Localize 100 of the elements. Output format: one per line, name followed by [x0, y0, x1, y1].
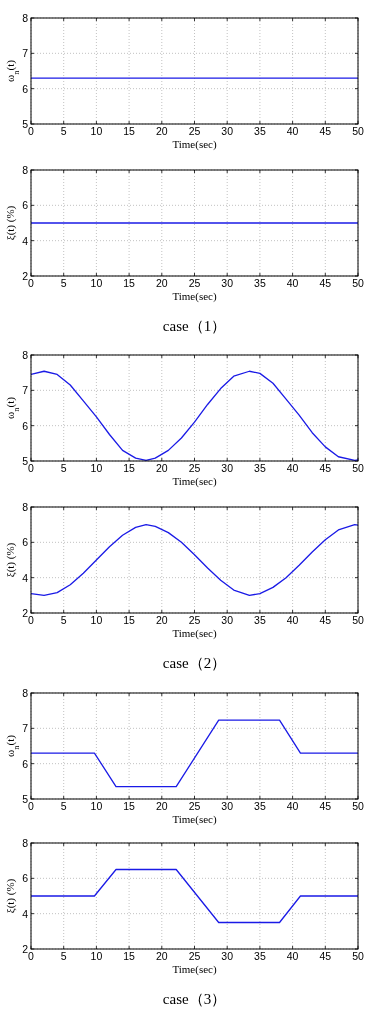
x-tick-label: 0 [28, 950, 35, 962]
x-tick-label: 45 [319, 462, 332, 474]
x-tick-label: 10 [90, 950, 103, 962]
y-tick-label: 8 [22, 501, 29, 513]
x-axis-title: Time(sec) [172, 627, 217, 640]
y-tick-label: 8 [22, 687, 29, 699]
x-tick-label: 45 [319, 125, 332, 137]
x-tick-label: 50 [352, 277, 364, 289]
x-tick-label: 35 [254, 950, 266, 962]
x-tick-label: 35 [254, 277, 266, 289]
x-axis-title: Time(sec) [172, 138, 217, 151]
x-tick-label: 35 [254, 462, 266, 474]
x-axis-title: Time(sec) [172, 475, 217, 488]
x-tick-label: 30 [221, 125, 234, 137]
x-tick-label: 0 [28, 614, 35, 626]
x-tick-label: 50 [352, 614, 364, 626]
x-tick-label: 45 [319, 950, 332, 962]
x-tick-label: 50 [352, 800, 364, 812]
y-tick-label: 2 [22, 943, 29, 955]
text: case（2） [162, 655, 227, 671]
x-tick-label: 5 [60, 614, 67, 626]
y-tick-label: 6 [22, 82, 29, 95]
y-tick-label: 2 [22, 607, 29, 619]
y-tick-label: 8 [22, 349, 29, 361]
y-tick-label: 4 [22, 234, 29, 247]
x-tick-label: 5 [60, 125, 67, 137]
x-tick-label: 50 [352, 950, 364, 962]
x-tick-label: 50 [352, 125, 364, 137]
x-tick-label: 25 [188, 614, 201, 626]
x-tick-label: 10 [90, 125, 103, 137]
y-tick-label: 7 [22, 384, 29, 397]
x-tick-label: 15 [123, 800, 136, 812]
y-tick-label: 8 [22, 164, 29, 176]
x-tick-label: 20 [155, 800, 168, 812]
x-tick-label: 40 [286, 800, 299, 812]
x-tick-label: 25 [188, 277, 201, 289]
x-tick-label: 25 [188, 950, 201, 962]
x-tick-label: 10 [90, 800, 103, 812]
y-axis-title: ξ(t) (%) [4, 542, 17, 578]
x-tick-label: 45 [319, 277, 332, 289]
y-tick-label: 8 [22, 12, 29, 24]
x-tick-label: 20 [155, 277, 168, 289]
x-tick-label: 5 [60, 800, 67, 812]
x-tick-label: 40 [286, 277, 299, 289]
x-tick-label: 0 [28, 277, 35, 289]
x-tick-label: 40 [286, 614, 299, 626]
y-tick-label: 4 [22, 907, 29, 920]
x-tick-label: 5 [60, 277, 67, 289]
y-tick-label: 6 [22, 536, 29, 549]
x-tick-label: 45 [319, 800, 332, 812]
x-axis-title: Time(sec) [172, 813, 217, 826]
y-axis-title: ξ(t) (%) [4, 878, 17, 914]
x-tick-label: 30 [221, 614, 234, 626]
x-tick-label: 20 [155, 462, 168, 474]
x-tick-label: 40 [286, 462, 299, 474]
x-tick-label: 25 [188, 125, 201, 137]
x-tick-label: 30 [221, 950, 234, 962]
x-tick-label: 10 [90, 277, 103, 289]
x-tick-label: 15 [123, 950, 136, 962]
y-tick-label: 6 [22, 419, 29, 432]
y-tick-label: 7 [22, 722, 29, 735]
x-axis-title: Time(sec) [172, 963, 217, 976]
x-tick-label: 15 [123, 125, 136, 137]
x-tick-label: 30 [221, 462, 234, 474]
x-tick-label: 20 [155, 950, 168, 962]
y-tick-label: 7 [22, 47, 29, 60]
x-tick-label: 15 [123, 462, 136, 474]
x-tick-label: 30 [221, 277, 234, 289]
x-tick-label: 45 [319, 614, 332, 626]
x-tick-label: 40 [286, 125, 299, 137]
x-tick-label: 40 [286, 950, 299, 962]
y-tick-label: 2 [22, 270, 29, 282]
x-tick-label: 15 [123, 277, 136, 289]
x-tick-label: 10 [90, 462, 103, 474]
x-tick-label: 35 [254, 614, 266, 626]
line-series [31, 524, 358, 596]
x-tick-label: 25 [188, 462, 201, 474]
x-tick-label: 50 [352, 462, 364, 474]
x-tick-label: 5 [60, 950, 67, 962]
x-tick-label: 0 [28, 800, 35, 812]
text: case（3） [162, 991, 227, 1007]
x-axis-title: Time(sec) [172, 290, 217, 303]
y-tick-label: 6 [22, 872, 29, 885]
y-tick-label: 6 [22, 199, 29, 212]
text: case（1） [162, 318, 227, 334]
x-tick-label: 35 [254, 800, 266, 812]
x-tick-label: 25 [188, 800, 201, 812]
x-tick-label: 30 [221, 800, 234, 812]
y-axis-title: ξ(t) (%) [4, 205, 17, 241]
x-tick-label: 15 [123, 614, 136, 626]
x-tick-label: 20 [155, 614, 168, 626]
y-tick-label: 8 [22, 837, 29, 849]
x-tick-label: 35 [254, 125, 266, 137]
y-tick-label: 4 [22, 571, 29, 584]
x-tick-label: 5 [60, 462, 67, 474]
x-tick-label: 10 [90, 614, 103, 626]
x-tick-label: 0 [28, 125, 35, 137]
x-tick-label: 20 [155, 125, 168, 137]
y-tick-label: 6 [22, 757, 29, 770]
x-tick-label: 0 [28, 462, 35, 474]
